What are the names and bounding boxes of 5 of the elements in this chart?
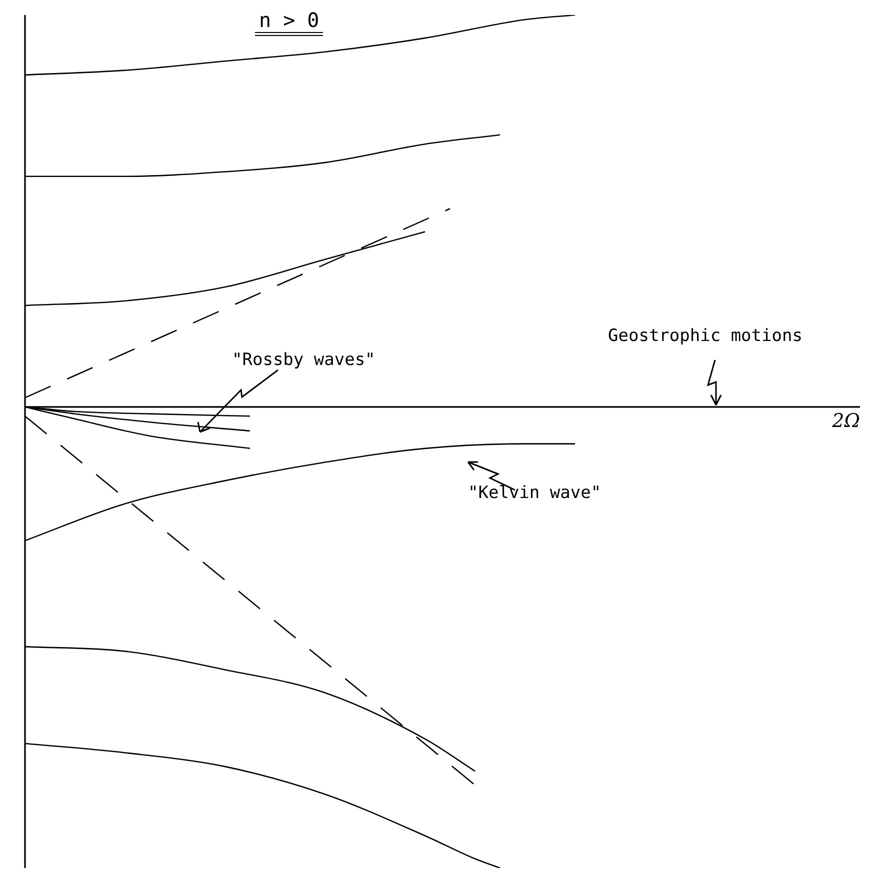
annotation: "Rossby waves"	[232, 350, 376, 370]
chart-title: n > 0	[255, 8, 324, 36]
annotation: Geostrophic motions	[608, 326, 802, 346]
annotation: "Kelvin wave"	[468, 483, 602, 503]
ref-line-label: 2Ω	[831, 410, 860, 432]
